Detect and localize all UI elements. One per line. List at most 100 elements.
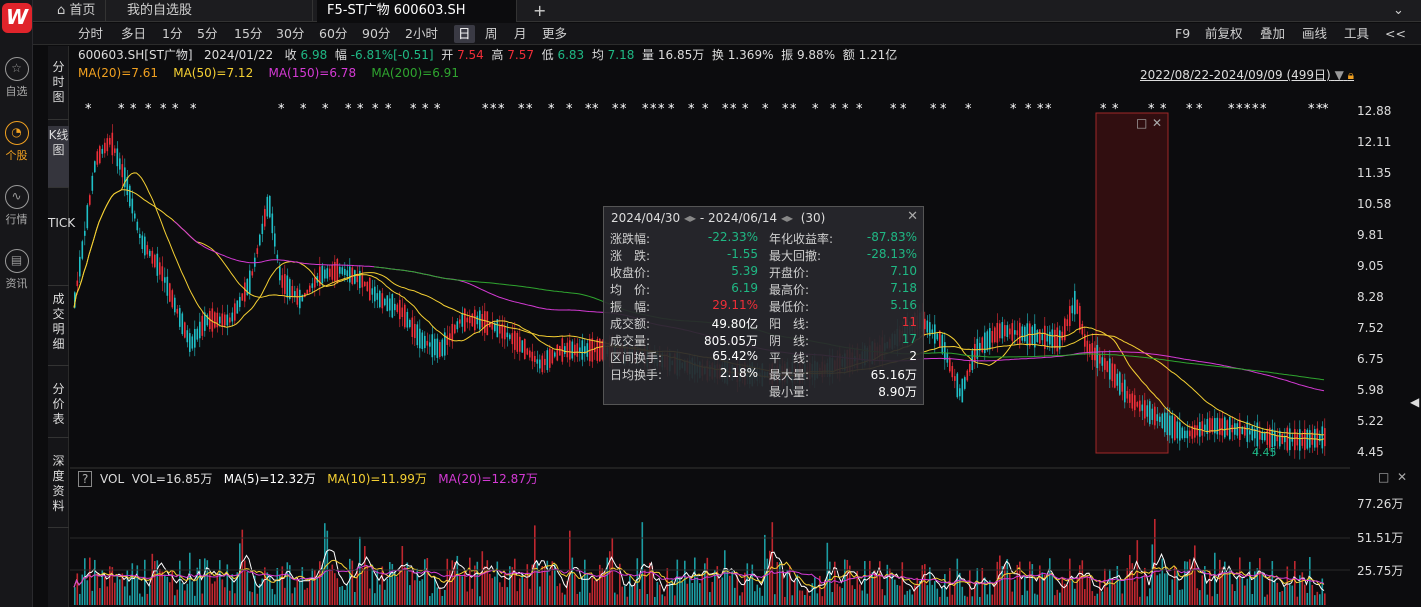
- volume-bar: [304, 589, 306, 605]
- period-timeshare[interactable]: 分时: [78, 26, 104, 41]
- nav-news[interactable]: ▤ 资讯: [0, 249, 33, 291]
- volume-bar: [966, 596, 969, 605]
- candle-body: [1254, 429, 1256, 439]
- candle-body: [1151, 408, 1154, 420]
- candle-body: [986, 331, 989, 351]
- volume-bar: [976, 568, 979, 605]
- collapse-button[interactable]: <<: [1385, 26, 1406, 41]
- period-5min[interactable]: 5分: [197, 26, 218, 41]
- period-15min[interactable]: 15分: [234, 26, 263, 41]
- volume-bar: [644, 569, 646, 605]
- close-icon[interactable]: ✕: [1152, 116, 1162, 130]
- period-more[interactable]: 更多: [542, 26, 568, 41]
- volume-bar: [134, 577, 136, 605]
- add-tab-button[interactable]: +: [533, 1, 547, 20]
- tools-button[interactable]: 工具: [1344, 26, 1370, 41]
- volume-bar: [619, 563, 621, 605]
- side-tab-timeshare[interactable]: 分时图: [48, 58, 69, 120]
- volume-bar: [494, 576, 496, 605]
- candle-body: [1114, 364, 1116, 388]
- tab-watchlist[interactable]: 我的自选股: [117, 0, 313, 22]
- help-icon[interactable]: ?: [78, 471, 93, 487]
- volume-bar: [146, 593, 149, 605]
- candle-body: [341, 267, 344, 275]
- close-icon[interactable]: ✕: [1397, 470, 1408, 484]
- chevron-down-icon[interactable]: ⌄: [1393, 3, 1404, 18]
- signal-marker: *: [762, 102, 769, 117]
- signal-marker: *: [782, 102, 789, 117]
- volume-bar: [1196, 588, 1199, 605]
- nav-market[interactable]: ∿ 行情: [0, 185, 33, 227]
- volume-bar: [956, 558, 959, 605]
- stat-value: -1.55: [726, 247, 758, 261]
- volume-bar: [451, 560, 454, 605]
- draw-button[interactable]: 画线: [1302, 26, 1328, 41]
- stat-value: 7.18: [890, 281, 917, 295]
- signal-marker: *: [130, 102, 137, 117]
- nav-watchlist[interactable]: ☆ 自选: [0, 57, 33, 99]
- stepper-icon[interactable]: ◂▸: [684, 211, 697, 225]
- volume-bar: [1301, 572, 1304, 605]
- tab-stock[interactable]: F5-ST广物 600603.SH: [317, 0, 517, 22]
- candle-body: [226, 314, 229, 326]
- candle-body: [334, 262, 336, 281]
- side-tab-detail[interactable]: 成交明细: [48, 290, 69, 366]
- volume-bar: [424, 559, 426, 605]
- close-icon[interactable]: ✕: [907, 209, 918, 224]
- volume-bar: [1046, 576, 1049, 605]
- period-1min[interactable]: 1分: [162, 26, 183, 41]
- volume-bar: [106, 586, 109, 605]
- signal-marker: *: [1244, 102, 1251, 117]
- period-2hour[interactable]: 2小时: [405, 26, 438, 41]
- candle-body: [1241, 426, 1244, 435]
- stat-value: 7.10: [890, 264, 917, 278]
- volume-value: 16.85万: [657, 48, 705, 62]
- maximize-icon[interactable]: □: [1136, 116, 1147, 130]
- period-day[interactable]: 日: [454, 25, 475, 43]
- volume-bar: [1056, 589, 1059, 605]
- side-tab-tick[interactable]: TICK: [48, 214, 75, 286]
- candle-body: [574, 344, 576, 356]
- candle-body: [1314, 429, 1316, 448]
- candle-body: [74, 292, 76, 308]
- side-tab-price-table[interactable]: 分价表: [48, 380, 69, 438]
- f9-button[interactable]: F9: [1175, 26, 1191, 41]
- volume-bar: [961, 586, 964, 605]
- volume-bar: [509, 566, 511, 605]
- volume-bar: [1041, 572, 1044, 605]
- volume-bar: [1081, 560, 1084, 605]
- period-week[interactable]: 周: [485, 26, 498, 41]
- candle-body: [1001, 322, 1004, 339]
- nav-stock[interactable]: ◔ 个股: [0, 121, 33, 163]
- stat-label: 振 幅:: [610, 300, 651, 314]
- candle-body: [419, 328, 421, 349]
- period-90min[interactable]: 90分: [362, 26, 391, 41]
- period-multiday[interactable]: 多日: [121, 26, 147, 41]
- volume-bar: [186, 583, 189, 605]
- volume-bar: [1124, 578, 1126, 605]
- volume-bar: [551, 561, 554, 605]
- signal-marker: *: [434, 102, 441, 117]
- volume-bar: [414, 580, 416, 605]
- period-60min[interactable]: 60分: [319, 26, 348, 41]
- lock-icon[interactable]: 🔒︎: [1347, 68, 1355, 82]
- stepper-icon[interactable]: ◂▸: [781, 211, 794, 225]
- side-tab-kline[interactable]: K线图: [48, 126, 69, 188]
- candle-body: [414, 323, 416, 339]
- volume-bar: [869, 560, 871, 605]
- side-tab-deep-data[interactable]: 深度资料: [48, 452, 69, 528]
- period-month[interactable]: 月: [514, 26, 527, 41]
- maximize-icon[interactable]: □: [1378, 470, 1390, 484]
- tooltip-row: 最高价: 7.18: [769, 281, 917, 297]
- volume-bar: [79, 593, 81, 605]
- tab-home[interactable]: ⌂ 首页: [47, 0, 107, 22]
- period-30min[interactable]: 30分: [276, 26, 305, 41]
- adjust-button[interactable]: 前复权: [1205, 26, 1243, 41]
- candle-body: [579, 347, 581, 353]
- volume-bar: [439, 587, 441, 605]
- overlay-button[interactable]: 叠加: [1260, 26, 1286, 41]
- date-range-selector[interactable]: 2022/08/22-2024/09/09 (499日) ▼ 🔒︎: [1140, 68, 1355, 82]
- vol-ma20-line: [73, 564, 1325, 588]
- expand-arrow-icon[interactable]: ◀: [1410, 395, 1420, 409]
- candle-body: [1041, 333, 1044, 341]
